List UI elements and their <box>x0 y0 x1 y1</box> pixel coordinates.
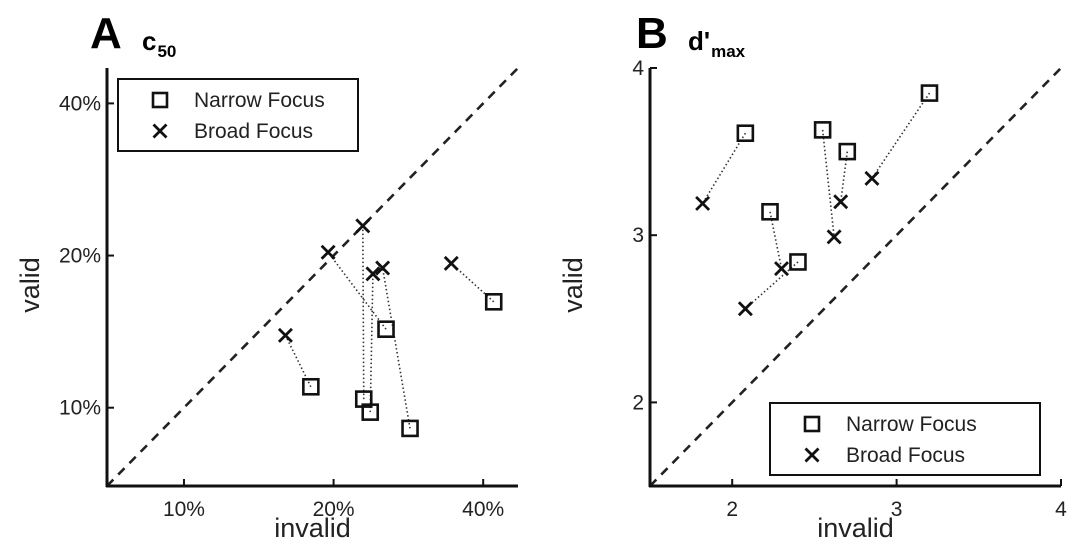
panel-a-x-tick-label: 10% <box>163 498 205 521</box>
panel-a-pair-link <box>327 251 387 330</box>
panel-b-title: d'max <box>688 26 746 61</box>
panel-a-legend-label: Broad Focus <box>194 120 313 143</box>
panel-b-narrow-focus-point <box>920 84 939 102</box>
panel-a-narrow-focus-point <box>377 320 395 338</box>
panel-a-legend-label: Narrow Focus <box>194 89 325 112</box>
panel-b-narrow-focus-point <box>838 142 857 161</box>
panel-b-x-axis-label: invalid <box>817 513 894 543</box>
panel-b-broad-focus-point <box>695 195 711 211</box>
panel-b-broad-focus-point <box>737 301 753 317</box>
panel-b-pair-link <box>871 92 931 179</box>
panel-a-diagonal-line <box>106 67 519 487</box>
panel-a-legend-box <box>117 78 359 152</box>
panel-a-y-axis-label: valid <box>15 257 45 313</box>
panel-a-plot: 10% 20% 40% 10% 20% 40% invalid valid Narrow Foc… <box>15 67 519 543</box>
panel-b-x-tick-label: 2 <box>726 498 738 521</box>
panel-a-narrow-focus-point <box>401 419 419 438</box>
panel-b-pair-link <box>769 211 783 269</box>
panel-b-pair-link <box>701 132 747 204</box>
panel-b-letter: B <box>636 9 668 58</box>
panel-b-legend-box <box>769 402 1041 476</box>
panel-b-diagonal-line <box>649 67 1062 487</box>
panel-a-broad-focus-point <box>443 255 459 271</box>
panel-b-broad-focus-point <box>774 261 790 277</box>
panel-a-title: c50 <box>142 26 176 61</box>
panel-a-y-tick-label: 10% <box>59 397 101 420</box>
panel-b-pair-link <box>821 129 835 237</box>
panel-a-x-tick-label: 40% <box>462 498 504 521</box>
panel-a-y-tick-label: 40% <box>59 92 101 115</box>
panel-a-y-tick-label: 20% <box>59 245 101 268</box>
panel-a-broad-focus-point <box>277 327 293 343</box>
panel-a-narrow-focus-point <box>361 403 380 421</box>
panel-b: B d'max 2 3 4 2 3 4 invalid valid Narrow Focus Br… <box>558 9 1067 543</box>
panel-b-plot: 2 3 4 2 3 4 invalid valid Narrow Focus Broad Focu… <box>558 57 1067 543</box>
panel-b-y-tick-label: 3 <box>632 224 644 247</box>
panel-a-letter: A <box>90 9 122 58</box>
panel-a-legend-square-icon <box>151 91 169 109</box>
panel-b-narrow-focus-point <box>789 253 807 271</box>
panel-b-y-tick-label: 4 <box>632 57 644 80</box>
panel-a-pair-link <box>362 225 365 400</box>
panel-a-pair-link <box>450 262 495 303</box>
panel-b-legend-square-icon <box>803 415 821 433</box>
panel-b-broad-focus-point <box>833 194 849 210</box>
panel-a-broad-focus-point <box>375 260 391 276</box>
panel-a-broad-focus-point <box>355 218 371 234</box>
panel-a-narrow-focus-point <box>302 377 320 396</box>
panel-a-broad-focus-point <box>365 266 381 282</box>
panel-a-x-tick-label: 20% <box>313 498 355 521</box>
panel-b-broad-focus-point <box>864 170 880 186</box>
panel-a-broad-focus-point <box>320 244 336 260</box>
panel-a-pair-link <box>381 267 411 429</box>
panel-b-narrow-focus-point <box>761 202 779 221</box>
panel-b-broad-focus-point <box>826 229 842 245</box>
panel-a: A c50 10% 20% 40% 10% 20% 40% invalid valid Narr… <box>15 9 519 543</box>
panel-b-legend-label: Narrow Focus <box>846 413 977 436</box>
panel-b-legend-label: Broad Focus <box>846 444 965 467</box>
panel-b-x-tick-label: 4 <box>1055 498 1067 521</box>
panel-a-pair-link <box>369 273 374 413</box>
panel-b-y-tick-label: 2 <box>632 391 644 414</box>
panel-a-pair-link <box>284 335 312 388</box>
panel-a-x-axis-label: invalid <box>274 513 351 543</box>
panel-b-legend-x-icon <box>804 447 820 463</box>
panel-a-legend-x-icon <box>152 123 168 139</box>
panel-a-narrow-focus-point <box>484 293 503 311</box>
panel-b-narrow-focus-point <box>736 124 755 143</box>
panel-b-x-tick-label: 3 <box>891 498 903 521</box>
panel-b-narrow-focus-point <box>813 121 832 139</box>
panel-b-y-axis-label: valid <box>558 257 588 313</box>
